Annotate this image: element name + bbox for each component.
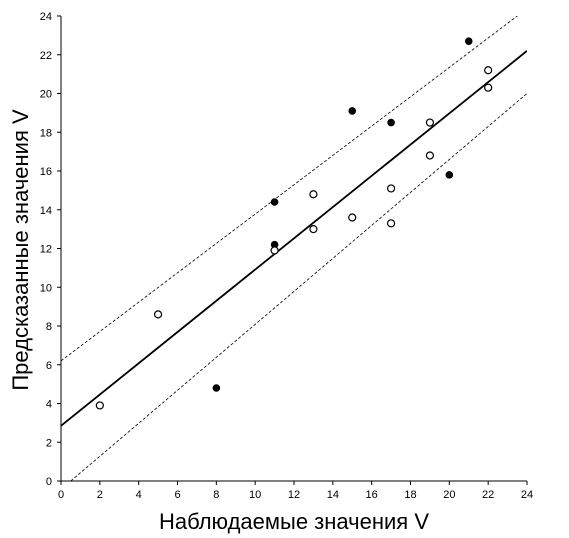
x-tick-label: 14	[327, 489, 339, 501]
y-axis-title: Предсказанные значения V	[8, 109, 33, 391]
filled-point	[348, 107, 357, 115]
x-tick-label: 18	[404, 489, 416, 501]
x-tick-label: 0	[58, 489, 64, 501]
open-point	[425, 118, 435, 127]
open-point	[95, 401, 104, 410]
open-point	[484, 66, 493, 75]
x-tick-label: 10	[249, 489, 261, 501]
open-point	[348, 213, 357, 222]
filled-point	[464, 37, 473, 45]
confidence-lower-line	[70, 93, 527, 481]
open-point	[386, 184, 396, 193]
y-tick-label: 16	[40, 166, 52, 178]
plot-area	[61, 16, 527, 481]
y-tick-label: 0	[46, 476, 52, 488]
open-point	[270, 246, 279, 255]
y-tick-label: 12	[40, 244, 52, 256]
filled-point	[387, 118, 395, 127]
y-tick-label: 2	[46, 437, 52, 449]
x-tick-label: 24	[521, 489, 533, 501]
y-tick-label: 22	[40, 50, 52, 62]
x-tick-label: 12	[288, 489, 300, 501]
y-tick-label: 6	[46, 360, 52, 372]
open-point	[386, 219, 396, 228]
filled-point	[212, 384, 221, 392]
y-tick-label: 4	[46, 399, 52, 411]
x-tick-label: 22	[482, 489, 494, 501]
y-tick-label: 24	[40, 11, 52, 23]
open-point	[309, 225, 318, 234]
open-point	[484, 83, 493, 92]
x-tick-label: 2	[97, 489, 103, 501]
open-point	[309, 190, 318, 199]
filled-point	[445, 171, 454, 179]
confidence-upper-line	[61, 16, 518, 362]
y-tick-label: 18	[40, 127, 52, 139]
y-tick-label: 14	[40, 205, 52, 217]
x-tick-label: 16	[366, 489, 378, 501]
filled-point	[270, 198, 279, 206]
x-tick-label: 20	[443, 489, 455, 501]
open-point	[153, 310, 163, 319]
y-tick-label: 8	[46, 321, 52, 333]
y-tick-label: 10	[40, 282, 52, 294]
x-tick-label: 8	[213, 489, 219, 501]
axes: 0 2 4 6 8 10 12 14 16 18 20 22 240246810121416182022…	[40, 11, 533, 501]
x-tick-label: 6	[174, 489, 180, 501]
x-axis-title: Наблюдаемые значения V	[159, 509, 429, 534]
y-tick-label: 20	[40, 89, 52, 101]
regression-line	[61, 50, 527, 427]
x-tick-label: 4	[136, 489, 142, 501]
open-point	[425, 151, 435, 160]
fit-lines	[61, 16, 527, 481]
